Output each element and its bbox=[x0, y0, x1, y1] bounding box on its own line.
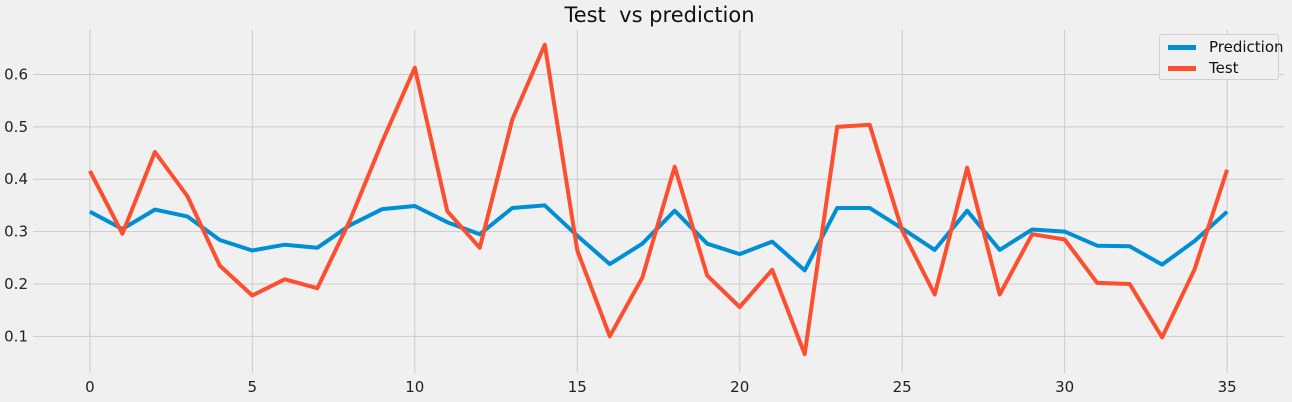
x-tick-label: 20 bbox=[730, 378, 749, 396]
legend-swatch-test bbox=[1168, 65, 1196, 71]
x-tick-label: 25 bbox=[893, 378, 912, 396]
legend-swatch-prediction bbox=[1168, 44, 1196, 50]
x-tick-label: 0 bbox=[85, 378, 95, 396]
legend-label-prediction: Prediction bbox=[1209, 38, 1284, 56]
series-line-test bbox=[88, 42, 1230, 357]
series-lines bbox=[88, 42, 1230, 357]
y-tick-label: 0.6 bbox=[4, 66, 28, 84]
x-tick-label: 15 bbox=[568, 378, 587, 396]
y-tick-label: 0.2 bbox=[4, 275, 28, 293]
y-tick-label: 0.5 bbox=[4, 118, 28, 136]
x-tick-label: 10 bbox=[405, 378, 424, 396]
legend: Prediction Test bbox=[1159, 34, 1284, 80]
x-tick-label: 35 bbox=[1218, 378, 1237, 396]
legend-item-prediction: Prediction bbox=[1168, 37, 1284, 57]
x-tick-label: 30 bbox=[1055, 378, 1074, 396]
x-tick-label: 5 bbox=[248, 378, 258, 396]
y-tick-label: 0.4 bbox=[4, 170, 28, 188]
y-tick-label: 0.3 bbox=[4, 223, 28, 241]
grid-lines bbox=[33, 30, 1284, 373]
y-tick-label: 0.1 bbox=[4, 327, 28, 345]
chart-title: Test vs prediction bbox=[564, 3, 755, 27]
legend-item-test: Test bbox=[1168, 58, 1239, 78]
legend-label-test: Test bbox=[1209, 59, 1239, 77]
tick-labels: 0 5 10 15 20 25 30 35 0.1 0.2 0.3 0.4 0.5 0.6 bbox=[4, 66, 1237, 396]
